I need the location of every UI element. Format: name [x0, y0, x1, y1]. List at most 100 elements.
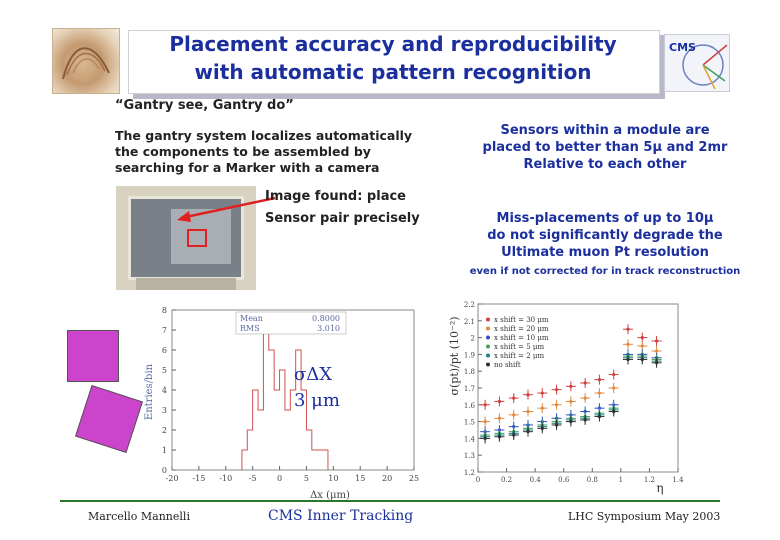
legend-marker [486, 362, 490, 367]
scatter-x-label: η [656, 481, 663, 495]
legend-label: x shift = 5 μm [494, 343, 544, 351]
scatter-point [537, 403, 548, 414]
scatter-point [608, 383, 619, 393]
stats-rms-label: RMS [240, 324, 260, 333]
scatter-ytick-label: 1.9 [464, 351, 475, 359]
scatter-ytick-label: 1.2 [464, 469, 475, 477]
scatter-xtick-label: 0.4 [530, 476, 542, 484]
scatter-point [594, 388, 605, 399]
scatter-ytick-label: 1.5 [464, 419, 475, 427]
scatter-ytick-label: 1.3 [464, 452, 475, 460]
scatter-point [551, 384, 562, 395]
hist-ytick-label: 6 [162, 346, 167, 355]
scatter-point [565, 416, 576, 427]
scatter-point [523, 389, 533, 400]
sensor-text-line-2: placed to better than 5μ and 2mr [482, 140, 728, 155]
footer-event: LHC Symposium May 2003 [568, 510, 721, 523]
scatter-point [523, 406, 533, 417]
legend-label: x shift = 10 μm [494, 334, 549, 342]
image-label-line-1: Image found: place [265, 189, 406, 204]
scatter-xtick-label: 0.8 [587, 476, 598, 484]
scatter-xtick-label: 0.6 [558, 476, 570, 484]
hist-xtick-label: 0 [277, 474, 282, 483]
image-found-label: Image found: place Sensor pair precisely [265, 186, 420, 230]
scatter-point [508, 393, 519, 404]
scatter-point [480, 433, 491, 444]
hist-ytick-label: 5 [162, 366, 167, 375]
scatter-point [494, 413, 505, 424]
legend-marker [486, 335, 490, 340]
legend-marker [486, 317, 490, 322]
marker-target-box [187, 229, 207, 247]
stats-rms-value: 3.010 [317, 324, 340, 333]
scatter-xtick-label: 0.2 [501, 476, 512, 484]
scatter-point [623, 339, 633, 350]
scatter-ytick-label: 2.1 [464, 318, 475, 326]
sigma-label: σΔX 3 μm [294, 362, 340, 414]
misplacement-line-3: Ultimate muon Pt resolution [501, 245, 709, 260]
histogram-chart: 0 1 2 3 4 5 6 7 8 -20 -15 -10 -5 0 5 10 15 20 25 Entries/… [144, 306, 419, 501]
sigma-label-line-2: 3 μm [294, 390, 340, 411]
hist-ytick-label: 4 [162, 386, 167, 395]
histogram-stats-box: Mean 0.8000 RMS 3.010 [235, 311, 347, 335]
resolution-scatter-chart: 1.2 1.3 1.4 1.5 1.6 1.7 1.8 1.9 2 2.1 2.2 0 0.2 0.4 0… [448, 301, 684, 495]
hist-xtick-label: -5 [249, 474, 257, 483]
hist-xtick-label: 10 [328, 474, 338, 483]
sensor-text-line-3: Relative to each other [523, 157, 687, 172]
scatter-point [637, 332, 648, 343]
scatter-point [651, 335, 662, 346]
hist-xtick-label: -10 [219, 474, 232, 483]
hist-ytick-label: 0 [162, 466, 167, 475]
scatter-point [637, 354, 648, 365]
page-title: Placement accuracy and reproducibility w… [128, 30, 658, 86]
scatter-ytick-label: 1.4 [464, 435, 476, 443]
cms-logo-text: CMS [669, 41, 696, 54]
misplacement-line-2: do not significantly degrade the [487, 228, 723, 243]
scatter-xtick-label: 1.2 [644, 476, 655, 484]
legend-label: x shift = 2 μm [494, 352, 544, 360]
hist-xtick-label: -20 [166, 474, 179, 483]
camera-monitor-photo [116, 186, 256, 290]
footer-author: Marcello Mannelli [88, 510, 190, 523]
hist-xtick-label: 25 [409, 474, 419, 483]
misplacement-text: Miss-placements of up to 10μ do not sign… [455, 210, 755, 261]
scatter-point [508, 430, 519, 441]
description: The gantry system localizes automaticall… [115, 128, 465, 176]
cms-logo: CMS [664, 34, 730, 92]
scatter-point [651, 357, 662, 368]
scatter-point [523, 426, 533, 437]
legend-label: x shift = 30 μm [494, 316, 549, 324]
description-line-3: searching for a Marker with a camera [115, 160, 380, 175]
hist-ytick-label: 7 [162, 326, 167, 335]
misplacement-line-1: Miss-placements of up to 10μ [496, 211, 714, 226]
scatter-point [494, 431, 505, 442]
scatter-point [494, 396, 505, 407]
scatter-xtick-label: 1 [619, 476, 623, 484]
fossil-logo-image [52, 28, 120, 94]
image-label-line-2: Sensor pair precisely [265, 211, 420, 226]
hist-ytick-label: 2 [162, 426, 167, 435]
correction-note: even if not corrected for in track recon… [469, 266, 741, 277]
scatter-ytick-label: 2 [471, 335, 475, 343]
legend-label: no shift [494, 361, 521, 369]
scatter-xtick-label: 1.4 [672, 476, 684, 484]
fossil-icon [62, 47, 110, 80]
scatter-point [565, 381, 576, 392]
scatter-ytick-label: 1.8 [464, 368, 475, 376]
scatter-point [594, 374, 605, 385]
subtitle: “Gantry see, Gantry do” [115, 98, 294, 113]
hist-xtick-label: 5 [304, 474, 309, 483]
scatter-point [608, 369, 619, 380]
scatter-point [580, 393, 591, 404]
cms-logo-icon [682, 44, 728, 90]
hist-ytick-label: 3 [162, 406, 167, 415]
histogram-y-label: Entries/bin [144, 363, 155, 420]
scatter-ytick-label: 1.6 [464, 402, 476, 410]
hist-xtick-label: 20 [382, 474, 392, 483]
legend-marker [486, 326, 490, 331]
scatter-point [580, 377, 591, 388]
legend-marker [486, 353, 490, 358]
footer-center-title: CMS Inner Tracking [268, 508, 414, 524]
scatter-point [623, 354, 633, 365]
footer-divider [60, 500, 720, 502]
